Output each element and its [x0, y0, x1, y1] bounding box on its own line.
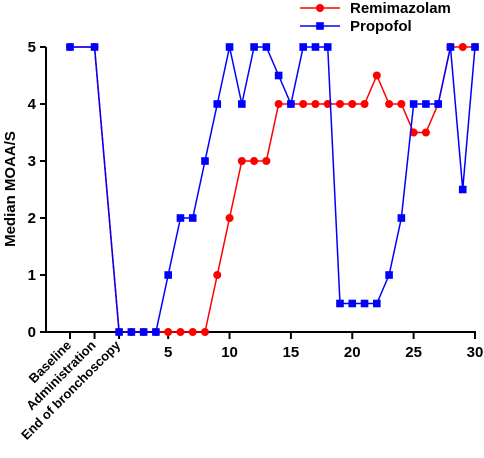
data-point [164, 271, 172, 279]
data-point [188, 328, 197, 336]
data-point [213, 271, 222, 279]
data-point [458, 185, 467, 194]
series-remimazolam [66, 43, 479, 336]
legend-item: Propofol [300, 18, 412, 35]
y-tick-label: 3 [28, 153, 36, 170]
data-point [409, 128, 418, 137]
data-point [311, 100, 320, 108]
y-tick-label: 5 [28, 39, 36, 56]
data-point [434, 100, 442, 108]
data-point [372, 71, 381, 80]
data-point [250, 157, 259, 165]
y-tick-label: 2 [28, 210, 36, 227]
data-point [176, 328, 185, 336]
data-point [311, 43, 320, 51]
data-point [422, 100, 430, 108]
data-point [201, 328, 209, 336]
data-point [360, 299, 369, 308]
y-tick-label: 4 [28, 96, 37, 113]
data-point [262, 43, 271, 51]
data-point [336, 100, 344, 108]
legend-label: Propofol [350, 18, 412, 35]
data-point [238, 100, 246, 108]
data-point [213, 100, 222, 108]
data-point [385, 271, 393, 279]
data-point [471, 43, 479, 51]
x-tick-label: 10 [221, 344, 238, 361]
legend-label: Remimazolam [350, 0, 451, 17]
data-point [446, 43, 455, 51]
data-point [336, 299, 344, 308]
data-point [188, 214, 197, 222]
data-point [409, 100, 418, 108]
data-point [287, 100, 295, 108]
data-point [115, 328, 123, 336]
data-point [274, 71, 283, 80]
data-point [274, 100, 283, 108]
data-point [385, 100, 394, 108]
x-tick-label: 25 [405, 344, 422, 361]
data-point [237, 157, 246, 165]
data-point [201, 157, 209, 165]
data-point [397, 214, 406, 222]
x-tick-label: 20 [344, 344, 361, 361]
data-point [397, 100, 406, 108]
data-point [323, 43, 332, 51]
data-point [373, 299, 381, 308]
data-point [152, 328, 160, 336]
data-point [164, 328, 173, 336]
data-point [225, 214, 234, 222]
data-point [127, 328, 136, 336]
data-point [225, 43, 234, 51]
x-tick-label: 15 [283, 344, 300, 361]
data-point [421, 128, 430, 137]
data-point [90, 43, 99, 51]
data-point [299, 100, 308, 108]
data-point [250, 43, 258, 51]
y-axis-title: Median MOAA/S [2, 131, 19, 247]
y-tick-label: 0 [28, 324, 36, 341]
data-point [299, 43, 307, 51]
x-category-label: End of bronchoscopy [18, 337, 124, 443]
x-tick-label: 30 [467, 344, 484, 361]
x-tick-label: 5 [164, 344, 172, 361]
legend-marker [316, 4, 324, 12]
data-point [360, 100, 369, 108]
data-point [66, 43, 74, 51]
data-point [348, 100, 357, 108]
legend-item: Remimazolam [300, 0, 451, 17]
series-line [70, 46, 475, 333]
series-line [70, 46, 476, 333]
y-tick-label: 1 [28, 267, 36, 284]
data-point [262, 157, 271, 165]
series-propofol [66, 43, 479, 336]
data-point [139, 328, 148, 336]
data-point [176, 214, 185, 222]
data-point [458, 43, 467, 51]
data-point [348, 299, 357, 308]
legend-marker [316, 22, 324, 30]
